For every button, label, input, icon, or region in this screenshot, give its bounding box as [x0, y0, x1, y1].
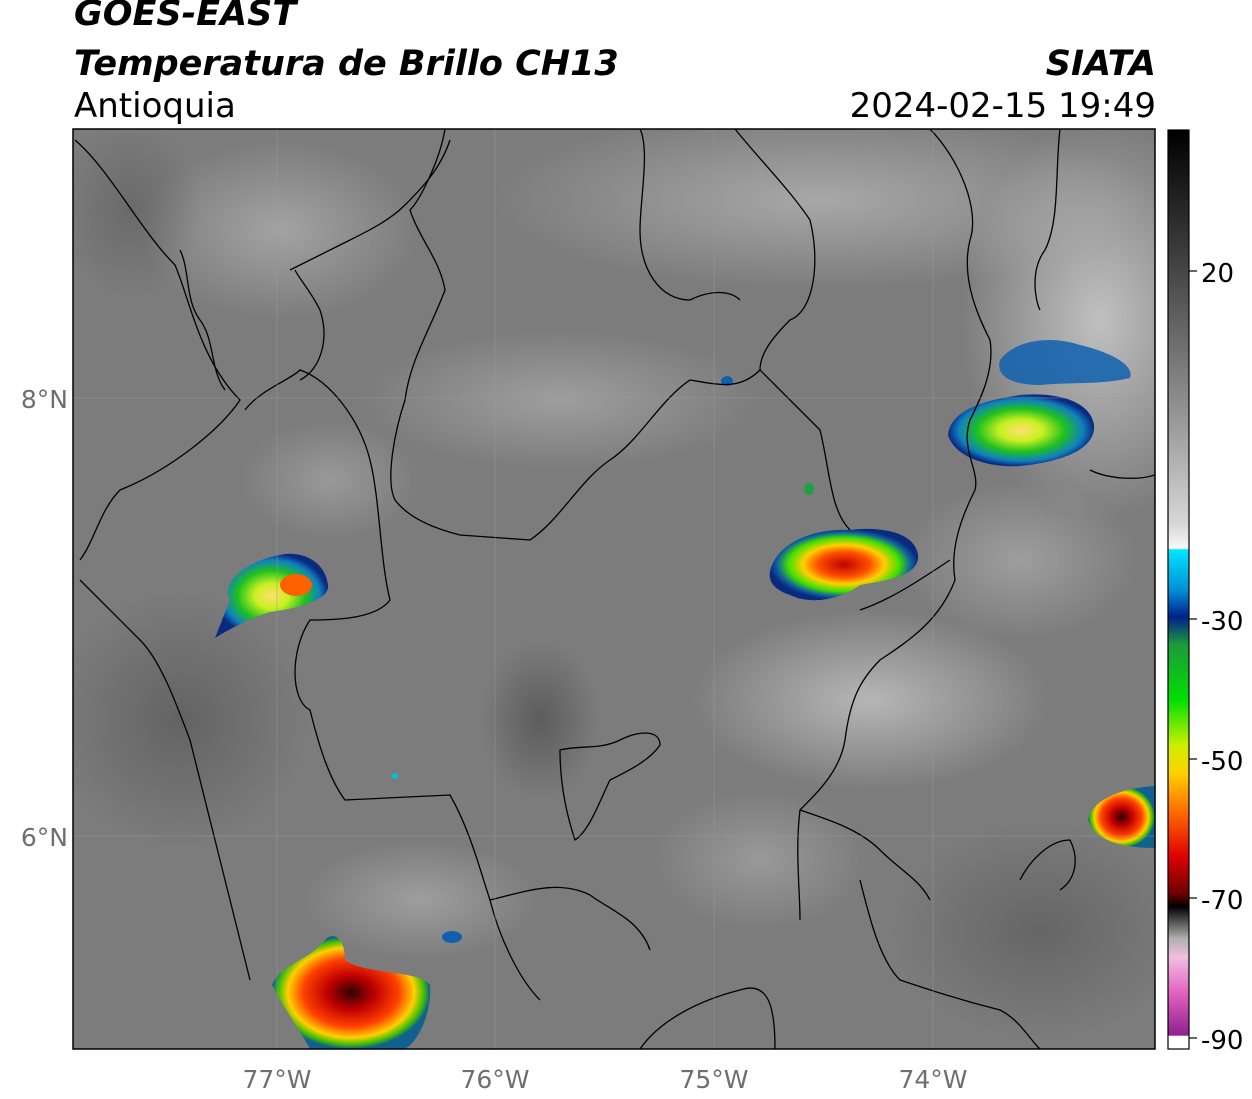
colorbar-tick-20: 20 — [1201, 259, 1234, 289]
gridlines — [73, 129, 1155, 1049]
product-title: Temperatura de Brillo CH13 — [74, 44, 619, 84]
colorbar-tick-minus90: -90 — [1201, 1026, 1243, 1056]
colorbar-tick-minus30: -30 — [1201, 607, 1243, 637]
colorbar-scale — [1168, 130, 1189, 1049]
lat-label-8n: 8°N — [21, 385, 68, 414]
map-frame — [72, 128, 1156, 1050]
lat-label-6n: 6°N — [21, 823, 68, 852]
region-label: Antioquia — [74, 86, 236, 126]
lon-label-75w: 75°W — [679, 1065, 748, 1094]
lon-label-77w: 77°W — [242, 1065, 311, 1094]
lon-label-76w: 76°W — [460, 1065, 529, 1094]
satellite-title: GOES-EAST — [74, 0, 297, 34]
borders — [74, 129, 1155, 1049]
colorbar-tick-minus70: -70 — [1201, 886, 1243, 916]
lon-label-74w: 74°W — [898, 1065, 967, 1094]
brightness-temperature-field — [73, 129, 1155, 1049]
colorbar-tick-minus50: -50 — [1201, 747, 1243, 777]
organization-label: SIATA — [1045, 44, 1156, 84]
datetime-label: 2024-02-15 19:49 — [849, 86, 1156, 126]
colorbar: 20 -30 -50 -70 -90 — [1167, 129, 1243, 1056]
